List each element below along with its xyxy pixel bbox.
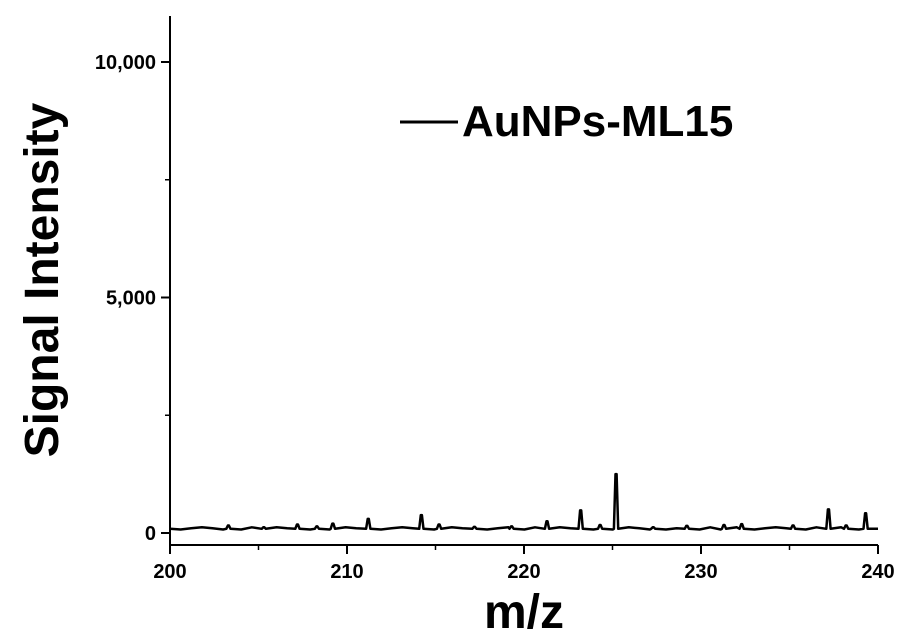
- x-tick-label-200: 200: [153, 561, 186, 583]
- y-tick-label-10000: 10,000: [95, 52, 156, 74]
- x-tick-label-240: 240: [861, 561, 894, 583]
- x-axis-title: m/z: [484, 586, 564, 637]
- y-ticks: 0 5,000 10,000: [95, 52, 170, 545]
- x-tick-label-210: 210: [330, 561, 363, 583]
- x-ticks: 200 210 220 230 240: [153, 545, 895, 583]
- plot-area: 200 210 220 230 240 0 5,000 10,000: [95, 16, 895, 583]
- x-tick-label-220: 220: [507, 561, 540, 583]
- y-axis-title: Signal Intensity: [16, 102, 69, 457]
- legend: AuNPs-ML15: [400, 97, 733, 146]
- y-tick-label-0: 0: [145, 523, 156, 545]
- y-tick-label-5000: 5,000: [106, 288, 156, 310]
- legend-label-aunps-ml15: AuNPs-ML15: [462, 97, 733, 146]
- series-line-aunps-ml15: [169, 472, 878, 531]
- x-tick-label-230: 230: [684, 561, 717, 583]
